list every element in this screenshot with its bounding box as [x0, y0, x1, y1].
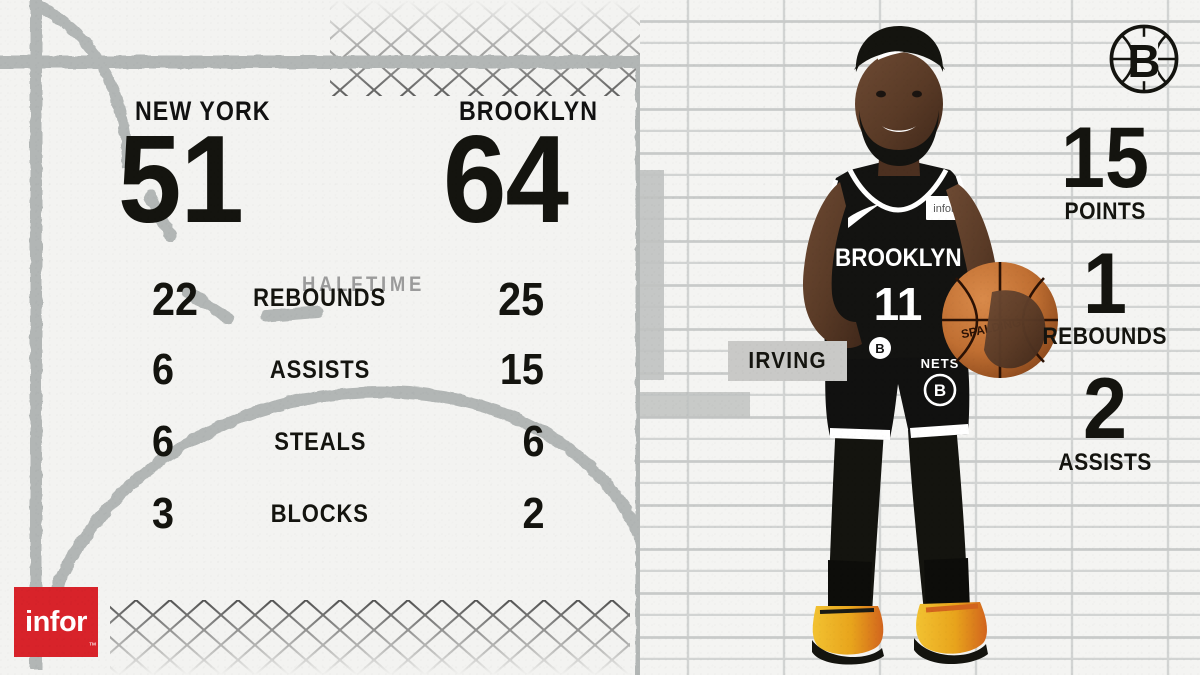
stat-away-value: 6 [521, 417, 544, 466]
table-row: 6 STEALS 6 [0, 420, 640, 492]
home-team-score: 51 [118, 111, 244, 249]
stat-away-value: 25 [497, 273, 544, 325]
stat-home-value: 3 [152, 489, 175, 538]
team-stats-table: 22 REBOUNDS 25 6 ASSISTS 15 6 STEALS 6 3… [0, 276, 640, 564]
svg-text:infor: infor [933, 203, 955, 215]
stat-label: BLOCKS [270, 500, 370, 528]
player-nameplate: IRVING [728, 341, 848, 381]
player-stat: 1 REBOUNDS [1010, 235, 1200, 352]
player-stat-value: 15 [1060, 110, 1150, 206]
stat-label: REBOUNDS [253, 284, 387, 312]
stat-home-value: 6 [152, 417, 175, 466]
player-name: IRVING [748, 347, 827, 373]
stat-home-value: 22 [152, 273, 199, 325]
player-stat-value: 1 [1082, 235, 1128, 332]
table-row: 6 ASSISTS 15 [0, 348, 640, 420]
svg-text:B: B [875, 341, 884, 356]
stat-label: ASSISTS [269, 356, 371, 384]
player-photo: B NETS infor BROOKLYN 11 B [802, 26, 1058, 665]
infor-sponsor-logo: infor ™ [14, 587, 98, 657]
svg-text:B: B [934, 381, 946, 400]
table-row: 3 BLOCKS 2 [0, 492, 640, 564]
nets-shorts-logo: B NETS [921, 356, 960, 407]
away-team-score: 64 [443, 111, 569, 249]
player-stat: 15 POINTS [1010, 110, 1200, 226]
stat-away-value: 2 [521, 489, 544, 538]
table-row: 22 REBOUNDS 25 [0, 276, 640, 348]
player-stats: 15 POINTS 1 REBOUNDS 2 ASSISTS [1010, 110, 1200, 495]
player-stat-label: POINTS [1064, 197, 1146, 225]
player-stat: 2 ASSISTS [1010, 361, 1200, 477]
player-stat-label: ASSISTS [1058, 449, 1152, 477]
brooklyn-nets-logo: B [1109, 24, 1179, 94]
player-stat-value: 2 [1082, 361, 1128, 458]
nets-logo-letter: B [1127, 35, 1160, 87]
infor-wordmark: infor [25, 605, 87, 638]
stat-label: STEALS [273, 428, 367, 456]
trademark-symbol: ™ [88, 640, 96, 650]
away-team-name: BROOKLYN [459, 96, 598, 126]
svg-text:11: 11 [874, 278, 923, 330]
stat-away-value: 15 [499, 345, 544, 394]
player-panel: B NETS infor BROOKLYN 11 B [640, 0, 1200, 675]
shoe-right [914, 602, 988, 665]
game-status-label: HALFTIME [302, 273, 425, 296]
player-stat-label: REBOUNDS [1042, 323, 1168, 351]
shoe-left [812, 606, 884, 665]
svg-text:NETS: NETS [921, 356, 960, 371]
stat-home-value: 6 [152, 345, 175, 394]
svg-text:BROOKLYN: BROOKLYN [835, 244, 962, 272]
scoreboard: NEW YORK 51 BROOKLYN 64 HALFTIME [0, 96, 640, 296]
home-team-name: NEW YORK [135, 96, 271, 126]
